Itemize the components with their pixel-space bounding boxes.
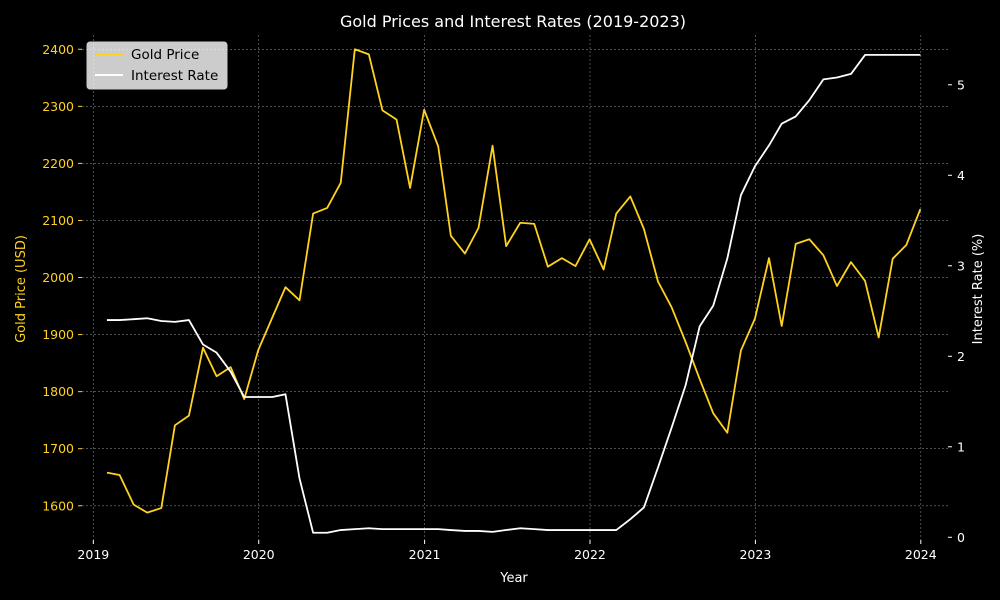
x-tick-label: 2024 xyxy=(905,547,937,562)
series-line-interest-rate xyxy=(106,54,921,534)
y-right-axis-title: Interest Rate (%) xyxy=(971,234,986,345)
y-right-tick-label: 5 xyxy=(957,77,965,92)
y-left-tick-label: 1900 xyxy=(42,327,74,342)
y-left-axis-title: Gold Price (USD) xyxy=(14,235,29,343)
y-left-tick-label: 1800 xyxy=(42,384,74,399)
legend-label-gold-price: Gold Price xyxy=(131,47,199,63)
y-right-tick-label: 3 xyxy=(957,258,965,273)
y-left-tick-label: 1700 xyxy=(42,441,74,456)
x-tick-label: 2020 xyxy=(243,547,275,562)
series-lines xyxy=(106,48,922,534)
x-tick-label: 2019 xyxy=(77,547,109,562)
y-left-tick-label: 2400 xyxy=(42,42,74,57)
chart-title: Gold Prices and Interest Rates (2019-202… xyxy=(340,12,686,31)
x-tick-label: 2021 xyxy=(409,547,441,562)
y-right-tick-label: 1 xyxy=(957,439,965,454)
x-axis-ticks: 2019 2020 2021 2022 2023 2024 xyxy=(77,540,937,562)
y-left-tick-label: 2000 xyxy=(42,270,74,285)
x-axis-title: Year xyxy=(499,571,528,586)
legend: Gold Price Interest Rate xyxy=(86,41,228,90)
x-tick-label: 2022 xyxy=(574,547,606,562)
y-left-axis-ticks: 1600 1700 1800 1900 2000 2100 2200 2300 2400 xyxy=(42,42,82,513)
x-tick-label: 2023 xyxy=(739,547,771,562)
y-right-tick-label: 4 xyxy=(957,168,965,183)
y-left-tick-label: 2200 xyxy=(42,156,74,171)
y-left-tick-label: 2100 xyxy=(42,213,74,228)
y-right-tick-label: 0 xyxy=(957,530,965,545)
y-right-axis-ticks: 0 1 2 3 4 5 xyxy=(948,77,965,545)
legend-label-interest-rate: Interest Rate xyxy=(131,68,218,84)
y-left-tick-label: 2300 xyxy=(42,99,74,114)
y-left-tick-label: 1600 xyxy=(42,498,74,513)
y-right-tick-label: 2 xyxy=(957,349,965,364)
